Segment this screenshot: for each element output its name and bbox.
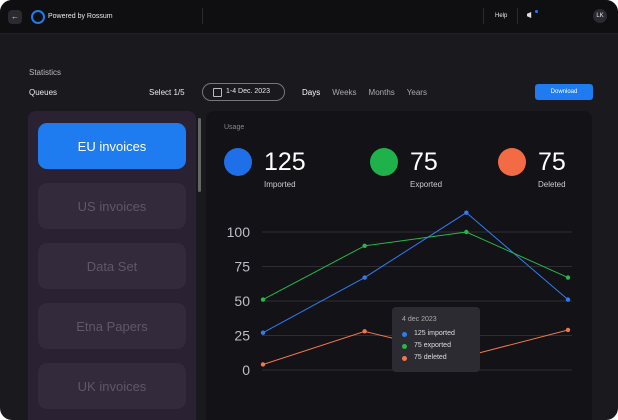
- y-tick-label: 25: [234, 328, 250, 344]
- tab[interactable]: Weeks: [332, 88, 357, 97]
- queue-button[interactable]: UK invoices: [38, 363, 186, 409]
- tooltip-line: 75 deleted: [414, 354, 447, 361]
- stat-value: 75: [538, 148, 566, 176]
- brand: Powered by Rossum: [48, 13, 113, 20]
- stat-value: 125: [264, 148, 306, 176]
- tooltip-dot: [402, 356, 407, 361]
- stat-icon: [224, 148, 252, 176]
- back-button[interactable]: ←: [8, 10, 22, 24]
- point: [260, 330, 266, 335]
- point: [464, 229, 469, 235]
- date-range: 1-4 Dec. 2023: [226, 88, 270, 95]
- queue-button[interactable]: Etna Papers: [38, 303, 186, 349]
- series-line: [262, 212, 569, 334]
- queue-button[interactable]: EU invoices: [38, 123, 186, 169]
- usage-title: Usage: [224, 124, 245, 131]
- tab[interactable]: Days: [302, 88, 321, 97]
- point: [565, 327, 571, 333]
- stat-value: 75: [410, 148, 438, 176]
- stat-label: Imported: [264, 180, 296, 189]
- tooltip-dot: [402, 344, 407, 349]
- queue-button[interactable]: Data Set: [38, 243, 186, 289]
- scrollbar: [198, 118, 201, 192]
- y-tick-label: 50: [234, 293, 250, 309]
- tab[interactable]: Months: [368, 88, 395, 97]
- y-tick-label: 75: [234, 259, 250, 275]
- tooltip-line: 125 imported: [414, 330, 455, 337]
- point: [565, 297, 571, 302]
- tooltip-title: 4 dec 2023: [402, 316, 437, 323]
- y-tick-label: 100: [227, 224, 251, 240]
- top-bar: ← Powered by Rossum Help LK: [0, 0, 618, 34]
- usage-chart: 0 25 50 75 100: [227, 210, 572, 378]
- stat-icon: [498, 148, 526, 176]
- series-line: [262, 231, 569, 301]
- download-button[interactable]: Download: [535, 84, 593, 100]
- point: [565, 275, 571, 280]
- logo: [31, 10, 45, 24]
- calendar-icon: [213, 88, 222, 97]
- notice-dot: [535, 10, 538, 13]
- tooltip-dot: [402, 332, 407, 337]
- divider: [483, 8, 484, 24]
- stat-icon: [370, 148, 398, 176]
- point: [362, 275, 367, 280]
- queues-label: Queues: [29, 88, 58, 97]
- tabs: Days Weeks Months Years: [302, 88, 427, 97]
- stat-label: Exported: [410, 180, 443, 189]
- point: [260, 297, 266, 302]
- point: [260, 362, 266, 367]
- divider: [202, 8, 203, 24]
- point: [362, 329, 367, 334]
- announce-icon[interactable]: [527, 12, 532, 18]
- help[interactable]: Help: [495, 13, 508, 19]
- avatar[interactable]: LK: [593, 9, 607, 23]
- tab[interactable]: Years: [406, 88, 427, 97]
- queue-button[interactable]: US invoices: [38, 183, 186, 229]
- tooltip-line: 75 exported: [414, 342, 451, 349]
- point: [464, 210, 469, 215]
- date-picker[interactable]: 1-4 Dec. 2023: [202, 83, 285, 101]
- stat-label: Deleted: [538, 180, 566, 189]
- divider: [517, 8, 518, 24]
- select-count: Select 1/5: [149, 88, 185, 97]
- y-tick-label: 0: [242, 362, 250, 378]
- page-title: Statistics: [29, 68, 62, 77]
- tooltip: 4 dec 2023 125 imported 75 exported 75 del…: [392, 307, 480, 372]
- point: [362, 243, 367, 248]
- queue-panel: EU invoices US invoices Data Set Etna Paper…: [28, 111, 196, 420]
